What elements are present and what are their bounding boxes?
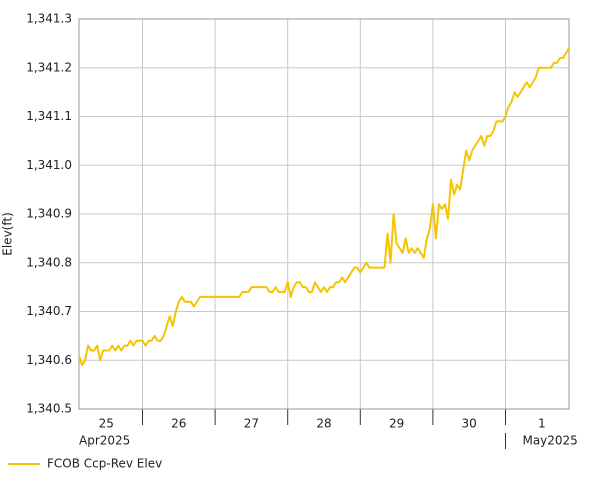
x-tick-label: 30 — [462, 417, 477, 431]
y-tick-label: 1,340.9 — [26, 207, 72, 221]
x-tick-label: 25 — [99, 417, 114, 431]
month-label: Apr2025 — [79, 434, 130, 448]
x-tick-label: 26 — [171, 417, 186, 431]
y-tick-label: 1,341.2 — [26, 60, 72, 74]
y-tick-label: 1,340.7 — [26, 304, 72, 318]
month-label: May2025 — [522, 434, 577, 448]
y-tick-label: 1,340.6 — [26, 353, 72, 367]
data-line — [78, 47, 570, 367]
x-tick-label: 29 — [389, 417, 404, 431]
x-tick-label: 28 — [316, 417, 331, 431]
plot-frame — [78, 18, 570, 410]
y-tick-label: 1,341.3 — [26, 12, 72, 26]
legend-label: FCOB Ccp-Rev Elev — [47, 457, 162, 471]
y-axis-label: Elev(ft) — [1, 212, 15, 255]
y-tick-label: 1,341.0 — [26, 158, 72, 172]
x-tick-label: 1 — [538, 417, 546, 431]
y-tick-label: 1,340.5 — [26, 402, 72, 416]
y-tick-label: 1,341.1 — [26, 109, 72, 123]
y-tick-label: 1,340.8 — [26, 255, 72, 269]
x-tick-label: 27 — [244, 417, 259, 431]
